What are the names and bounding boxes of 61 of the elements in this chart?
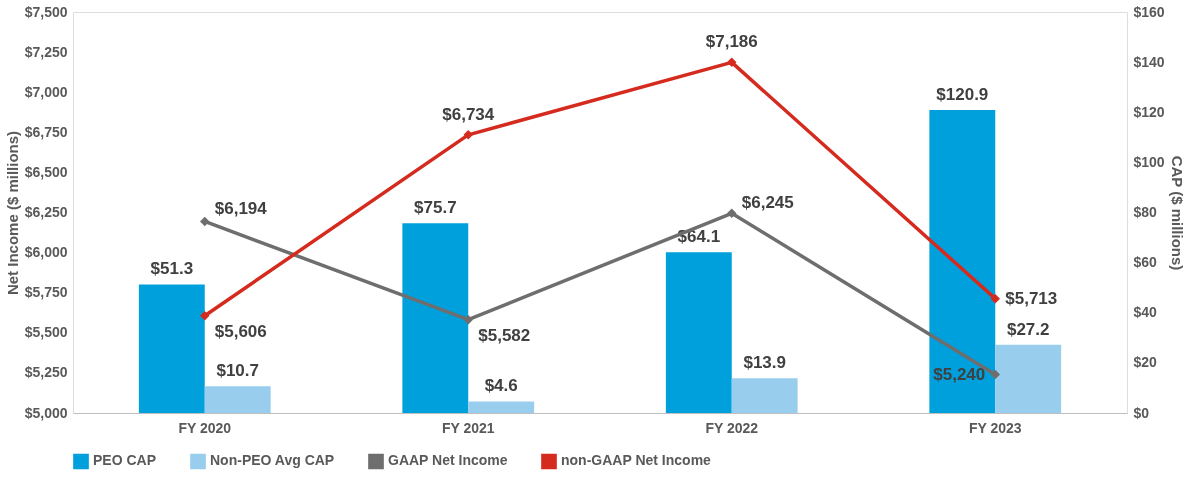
y-tick-label: $6,250 bbox=[24, 204, 68, 220]
data-label: $27.2 bbox=[1006, 319, 1050, 339]
y-tick-label: $6,750 bbox=[24, 123, 68, 140]
y-tick-label: $6,000 bbox=[24, 244, 68, 261]
y2-tick-label: $120 bbox=[1133, 103, 1165, 120]
point bbox=[200, 216, 210, 227]
bar bbox=[402, 223, 469, 413]
data-label: $5,606 bbox=[214, 321, 267, 341]
y2-tick-label: $40 bbox=[1133, 304, 1158, 321]
bar bbox=[665, 252, 732, 413]
point bbox=[990, 369, 1000, 380]
point bbox=[990, 293, 1000, 304]
data-label: $13.9 bbox=[743, 353, 786, 373]
data-label: $6,734 bbox=[442, 104, 495, 124]
y-tick-label: $7,500 bbox=[24, 3, 68, 20]
bar bbox=[929, 109, 996, 413]
y2-tick-label: $0 bbox=[1133, 404, 1150, 421]
y2-tick-label: $140 bbox=[1133, 53, 1165, 70]
y2-tick-label: $160 bbox=[1133, 3, 1165, 20]
y2-axis-title: CAP ($ millions) bbox=[1168, 155, 1186, 271]
y-tick-label: $5,000 bbox=[24, 404, 68, 421]
point bbox=[727, 208, 737, 219]
y-tick-label: $5,500 bbox=[24, 324, 68, 341]
legend-label: Non-PEO Avg CAP bbox=[210, 452, 335, 469]
data-label: $120.9 bbox=[936, 84, 989, 104]
bar bbox=[731, 378, 798, 413]
legend-label: non-GAAP Net Income bbox=[561, 452, 712, 469]
data-label: $5,240 bbox=[933, 364, 986, 384]
y2-tick-label: $100 bbox=[1133, 153, 1165, 170]
data-label: $6,194 bbox=[214, 199, 268, 219]
x-tick-label: FY 2021 bbox=[441, 419, 495, 436]
point bbox=[200, 311, 210, 321]
data-label: $4.6 bbox=[484, 376, 518, 396]
data-label: $75.7 bbox=[414, 198, 457, 218]
y-tick-label: $6,500 bbox=[24, 163, 68, 180]
legend-label: GAAP Net Income bbox=[388, 452, 508, 469]
x-tick-label: FY 2023 bbox=[968, 419, 1022, 436]
data-label: $51.3 bbox=[150, 259, 194, 279]
y2-tick-label: $20 bbox=[1133, 354, 1158, 371]
x-tick-label: FY 2022 bbox=[705, 419, 759, 436]
bar bbox=[204, 386, 271, 413]
y-tick-label: $7,250 bbox=[24, 43, 68, 60]
y-tick-label: $5,250 bbox=[24, 364, 68, 381]
point bbox=[463, 314, 473, 325]
data-label: $5,713 bbox=[1005, 288, 1058, 308]
bar bbox=[138, 284, 205, 413]
bar bbox=[995, 344, 1062, 413]
data-label: $7,186 bbox=[705, 32, 758, 52]
data-label: $5,582 bbox=[478, 325, 531, 345]
y2-tick-label: $80 bbox=[1133, 204, 1158, 220]
data-label: $6,245 bbox=[741, 193, 794, 213]
y2-tick-label: $60 bbox=[1133, 254, 1158, 271]
data-label: $10.7 bbox=[216, 361, 259, 381]
y-axis-title: Net Income ($ millions) bbox=[3, 130, 21, 296]
legend-label: PEO CAP bbox=[93, 452, 157, 469]
point bbox=[463, 130, 473, 140]
y-tick-label: $5,750 bbox=[24, 284, 68, 301]
y-tick-label: $7,000 bbox=[24, 83, 68, 100]
x-tick-label: FY 2020 bbox=[178, 419, 232, 436]
point bbox=[727, 57, 737, 68]
bar bbox=[468, 401, 535, 413]
